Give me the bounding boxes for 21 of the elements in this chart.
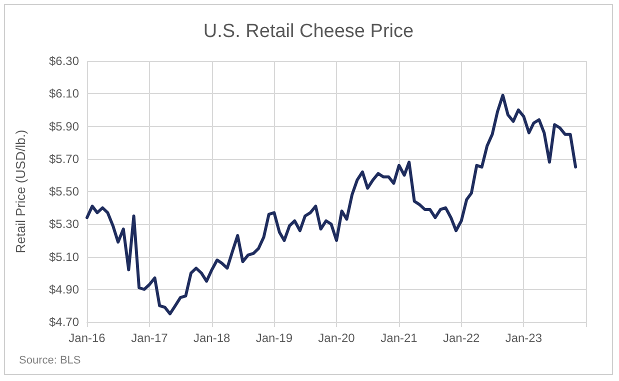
y-tick-label: $4.70 [48,315,80,329]
y-tick-label: $5.30 [48,217,80,232]
y-tick-label: $6.30 [48,54,80,68]
y-tick-label: $5.50 [48,184,80,198]
y-tick-label: $4.90 [48,282,80,296]
y-axis-title: Retail Price (USD/lb.) [13,130,28,254]
x-tick-label: Jan-20 [318,331,356,345]
y-tick-label: $5.10 [48,250,80,264]
x-tick-label: Jan-22 [442,331,480,345]
x-tick-label: Jan-16 [68,331,106,345]
y-tick-label: $5.70 [48,152,80,166]
line-series [86,94,578,316]
y-tick-label: $5.90 [48,119,80,134]
x-tick-label: Jan-19 [256,331,293,345]
y-tick-label: $6.10 [48,86,80,101]
chart-title: U.S. Retail Cheese Price [203,21,414,42]
x-tick-label: Jan-21 [380,331,418,345]
x-tick-label: Jan-23 [505,331,542,345]
source-note: Source: BLS [19,354,81,366]
x-tick-label: Jan-18 [193,331,230,345]
x-tick-label: Jan-17 [131,331,168,345]
